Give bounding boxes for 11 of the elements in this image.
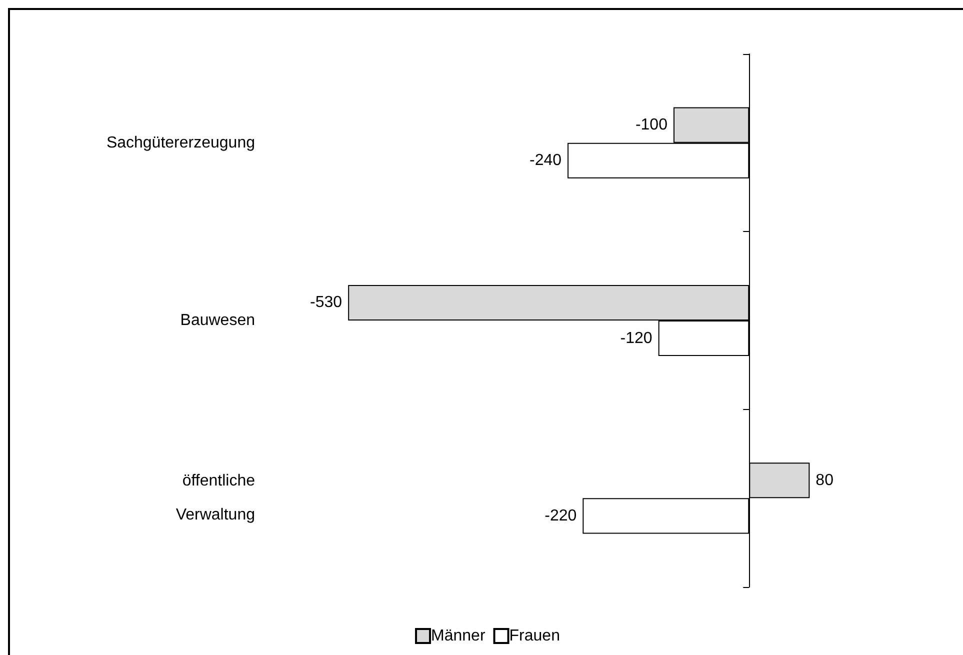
y-tick-label: öffentliche Verwaltung [176,472,256,524]
y-tick-label: Sachgütererzeugung [106,134,255,152]
data-label: 80 [816,472,834,489]
data-label: -530 [310,294,342,312]
legend-label: Frauen [509,628,560,644]
y-tick-label: Bauwesen [180,312,255,329]
data-label: -220 [544,507,577,524]
data-label: -100 [635,116,668,134]
data-label: -120 [620,330,652,347]
legend-label: Männer [431,628,486,644]
data-label: -240 [530,152,562,170]
